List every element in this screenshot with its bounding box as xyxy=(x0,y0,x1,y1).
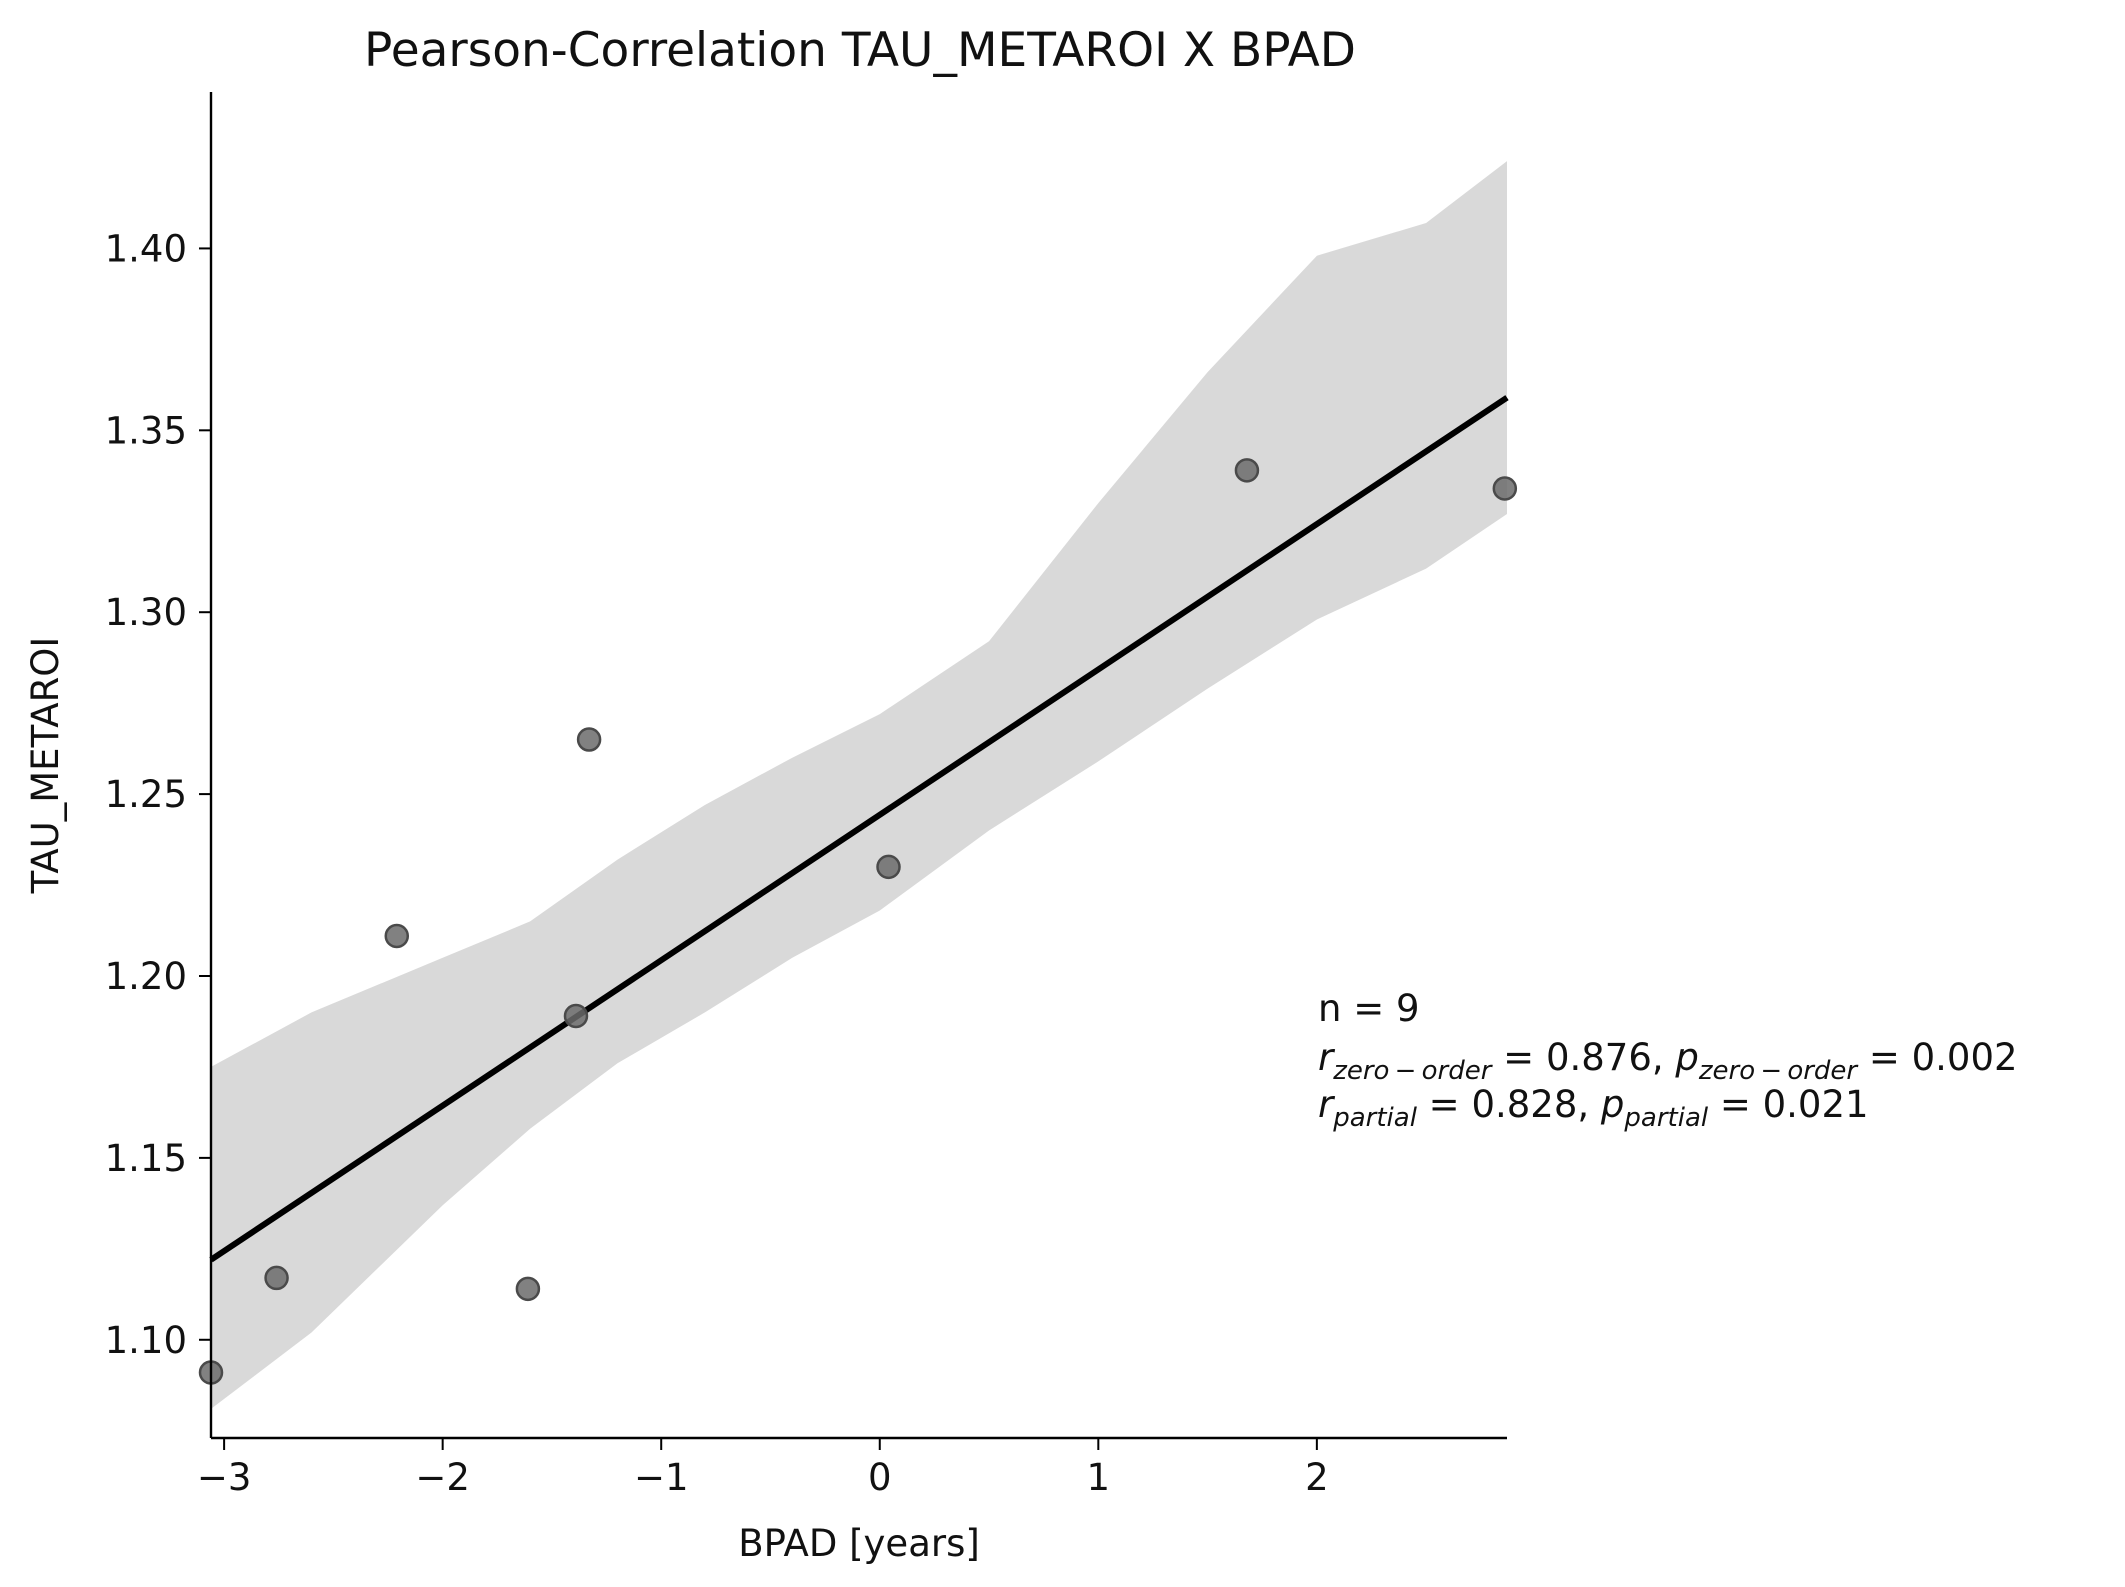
r-partial-subscript: partial xyxy=(1332,1103,1417,1133)
x-tick-label: −1 xyxy=(634,1456,689,1499)
data-point-7 xyxy=(876,854,901,880)
x-axis-ticks: −3 −2 −1 0 1 2 xyxy=(197,1438,1329,1499)
p-partial-subscript: partial xyxy=(1623,1103,1708,1133)
p-zero-order-subscript: zero − order xyxy=(1698,1056,1860,1086)
y-tick-label: 1.10 xyxy=(105,1319,187,1362)
r-symbol: r xyxy=(1318,1036,1336,1079)
data-point-4 xyxy=(515,1276,541,1302)
zero-order-stats: rzero − order = 0.876, pzero − order = 0… xyxy=(1318,1036,2018,1086)
x-tick-label: −2 xyxy=(415,1456,470,1499)
data-point-6 xyxy=(576,727,602,752)
p-partial-value: = 0.021 xyxy=(1708,1083,1868,1126)
chart-title: Pearson-Correlation TAU_METAROI X BPAD xyxy=(364,23,1356,78)
y-tick-label: 1.40 xyxy=(105,227,187,270)
data-point-3 xyxy=(384,923,410,949)
data-point-2 xyxy=(264,1265,289,1291)
y-axis-ticks: 1.10 1.15 1.20 1.25 1.30 1.35 1.40 xyxy=(105,227,211,1362)
y-axis-label: TAU_METAROI xyxy=(24,637,67,895)
y-tick-label: 1.25 xyxy=(105,773,187,816)
y-tick-label: 1.20 xyxy=(105,955,187,998)
y-tick-label: 1.15 xyxy=(105,1137,187,1180)
y-tick-label: 1.30 xyxy=(105,591,187,634)
sample-size-text: n = 9 xyxy=(1318,987,1420,1030)
x-tick-label: −3 xyxy=(197,1456,252,1499)
data-point-5 xyxy=(563,1003,589,1029)
r-symbol: r xyxy=(1318,1083,1336,1126)
p-symbol: p xyxy=(1600,1083,1625,1126)
x-tick-label: 1 xyxy=(1087,1456,1111,1499)
stats-annotation: n = 9 rzero − order = 0.876, pzero − ord… xyxy=(1318,987,2018,1133)
r-zero-order-value: = 0.876, xyxy=(1491,1036,1675,1079)
y-tick-label: 1.35 xyxy=(105,409,187,452)
p-symbol: p xyxy=(1674,1036,1699,1079)
partial-stats: rpartial = 0.828, ppartial = 0.021 xyxy=(1318,1083,1869,1133)
data-point-9 xyxy=(1492,476,1518,501)
data-points xyxy=(198,458,1518,1385)
x-tick-label: 2 xyxy=(1305,1456,1329,1499)
r-partial-value: = 0.828, xyxy=(1417,1083,1601,1126)
confidence-band xyxy=(211,161,1507,1409)
regression-line xyxy=(209,395,1509,1263)
p-zero-order-value: = 0.002 xyxy=(1857,1036,2017,1079)
plot-area xyxy=(198,161,1518,1409)
x-tick-label: 0 xyxy=(868,1456,892,1499)
r-zero-order-subscript: zero − order xyxy=(1332,1056,1494,1086)
x-axis-label: BPAD [years] xyxy=(738,1522,980,1565)
data-point-8 xyxy=(1234,458,1260,483)
